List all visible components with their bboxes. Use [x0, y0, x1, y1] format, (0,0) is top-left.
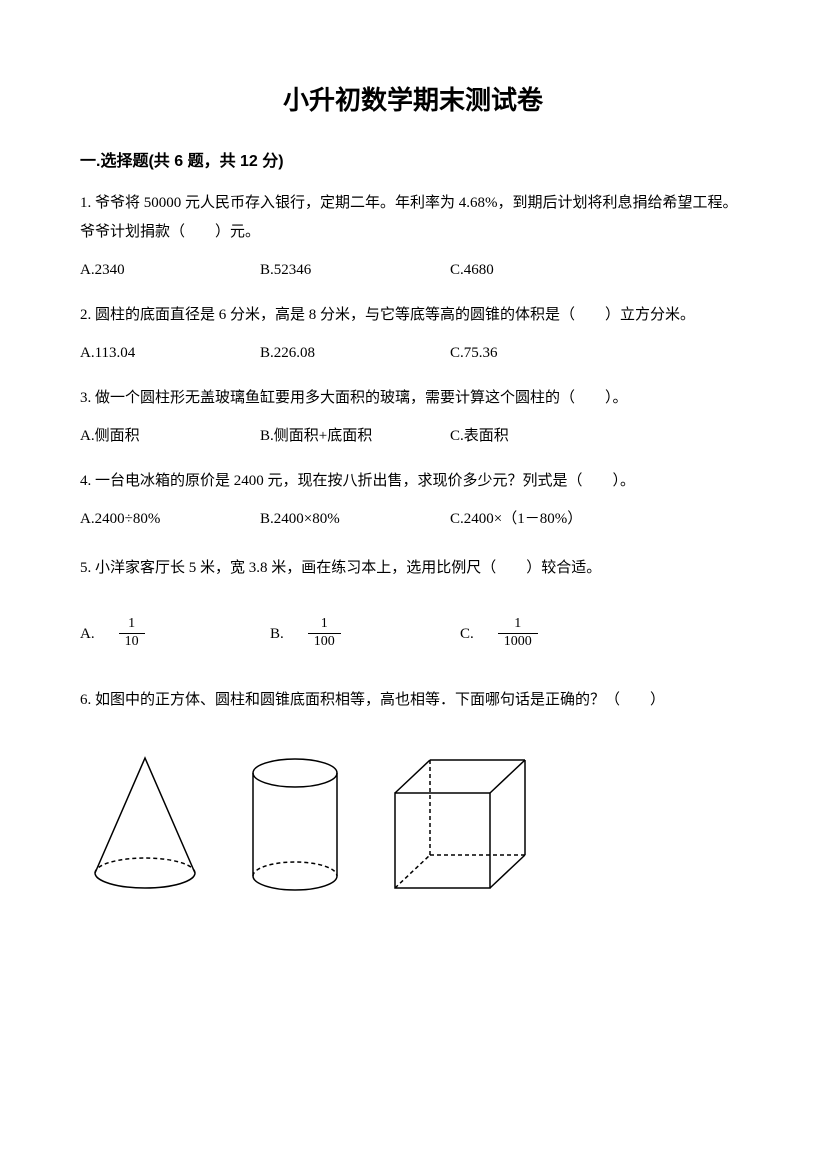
q2-options: A.113.04 B.226.08 C.75.36: [80, 339, 746, 368]
section-header: 一.选择题(共 6 题，共 12 分): [80, 147, 746, 171]
q4-option-b: B.2400×80%: [260, 505, 450, 534]
q3-option-a: A.侧面积: [80, 422, 260, 451]
q2-option-c: C.75.36: [450, 339, 650, 368]
q5-option-b: B. 1 100: [270, 616, 460, 652]
q2-option-a: A.113.04: [80, 339, 260, 368]
q5-text: 5. 小洋家客厅长 5 米，宽 3.8 米，画在练习本上，选用比例尺（ ）较合适…: [80, 550, 746, 586]
q5-c-num: 1: [498, 616, 538, 634]
cone-icon: [80, 748, 210, 898]
q5-c-den: 1000: [498, 634, 538, 651]
fraction-a: 1 10: [119, 616, 145, 651]
cylinder-icon: [240, 748, 350, 898]
q2-text: 2. 圆柱的底面直径是 6 分米，高是 8 分米，与它等底等高的圆锥的体积是（ …: [80, 301, 746, 330]
question-1: 1. 爷爷将 50000 元人民币存入银行，定期二年。年利率为 4.68%，到期…: [80, 189, 746, 285]
q3-text: 3. 做一个圆柱形无盖玻璃鱼缸要用多大面积的玻璃，需要计算这个圆柱的（ ）。: [80, 384, 746, 413]
fraction-b: 1 100: [308, 616, 341, 651]
q5-options: A. 1 10 B. 1 100 C. 1 1000: [80, 616, 746, 652]
q1-option-c: C.4680: [450, 256, 650, 285]
q5-b-den: 100: [308, 634, 341, 651]
q5-option-a: A. 1 10: [80, 616, 270, 652]
q5-option-c: C. 1 1000: [460, 616, 650, 652]
question-5: 5. 小洋家客厅长 5 米，宽 3.8 米，画在练习本上，选用比例尺（ ）较合适…: [80, 550, 746, 652]
q1-options: A.2340 B.52346 C.4680: [80, 256, 746, 285]
question-3: 3. 做一个圆柱形无盖玻璃鱼缸要用多大面积的玻璃，需要计算这个圆柱的（ ）。 A…: [80, 384, 746, 451]
q2-option-b: B.226.08: [260, 339, 450, 368]
q1-text: 1. 爷爷将 50000 元人民币存入银行，定期二年。年利率为 4.68%，到期…: [80, 189, 746, 246]
q5-b-label: B.: [270, 616, 284, 652]
q4-text: 4. 一台电冰箱的原价是 2400 元，现在按八折出售，求现价多少元？列式是（ …: [80, 467, 746, 496]
q4-options: A.2400÷80% B.2400×80% C.2400×（1－80%）: [80, 505, 746, 534]
shapes-row: [80, 748, 746, 898]
q3-option-c: C.表面积: [450, 422, 650, 451]
q3-option-b: B.侧面积+底面积: [260, 422, 450, 451]
question-6: 6. 如图中的正方体、圆柱和圆锥底面积相等，高也相等．下面哪句话是正确的？（ ）: [80, 682, 746, 898]
q5-b-num: 1: [308, 616, 341, 634]
q1-option-a: A.2340: [80, 256, 260, 285]
q3-options: A.侧面积 B.侧面积+底面积 C.表面积: [80, 422, 746, 451]
q5-a-label: A.: [80, 616, 95, 652]
q4-option-c: C.2400×（1－80%）: [450, 505, 650, 534]
cube-icon: [380, 748, 540, 898]
q6-text: 6. 如图中的正方体、圆柱和圆锥底面积相等，高也相等．下面哪句话是正确的？（ ）: [80, 682, 746, 718]
q5-a-num: 1: [119, 616, 145, 634]
page-title: 小升初数学期末测试卷: [80, 80, 746, 117]
q5-a-den: 10: [119, 634, 145, 651]
q4-option-a: A.2400÷80%: [80, 505, 260, 534]
fraction-c: 1 1000: [498, 616, 538, 651]
question-2: 2. 圆柱的底面直径是 6 分米，高是 8 分米，与它等底等高的圆锥的体积是（ …: [80, 301, 746, 368]
q5-c-label: C.: [460, 616, 474, 652]
q1-option-b: B.52346: [260, 256, 450, 285]
question-4: 4. 一台电冰箱的原价是 2400 元，现在按八折出售，求现价多少元？列式是（ …: [80, 467, 746, 534]
